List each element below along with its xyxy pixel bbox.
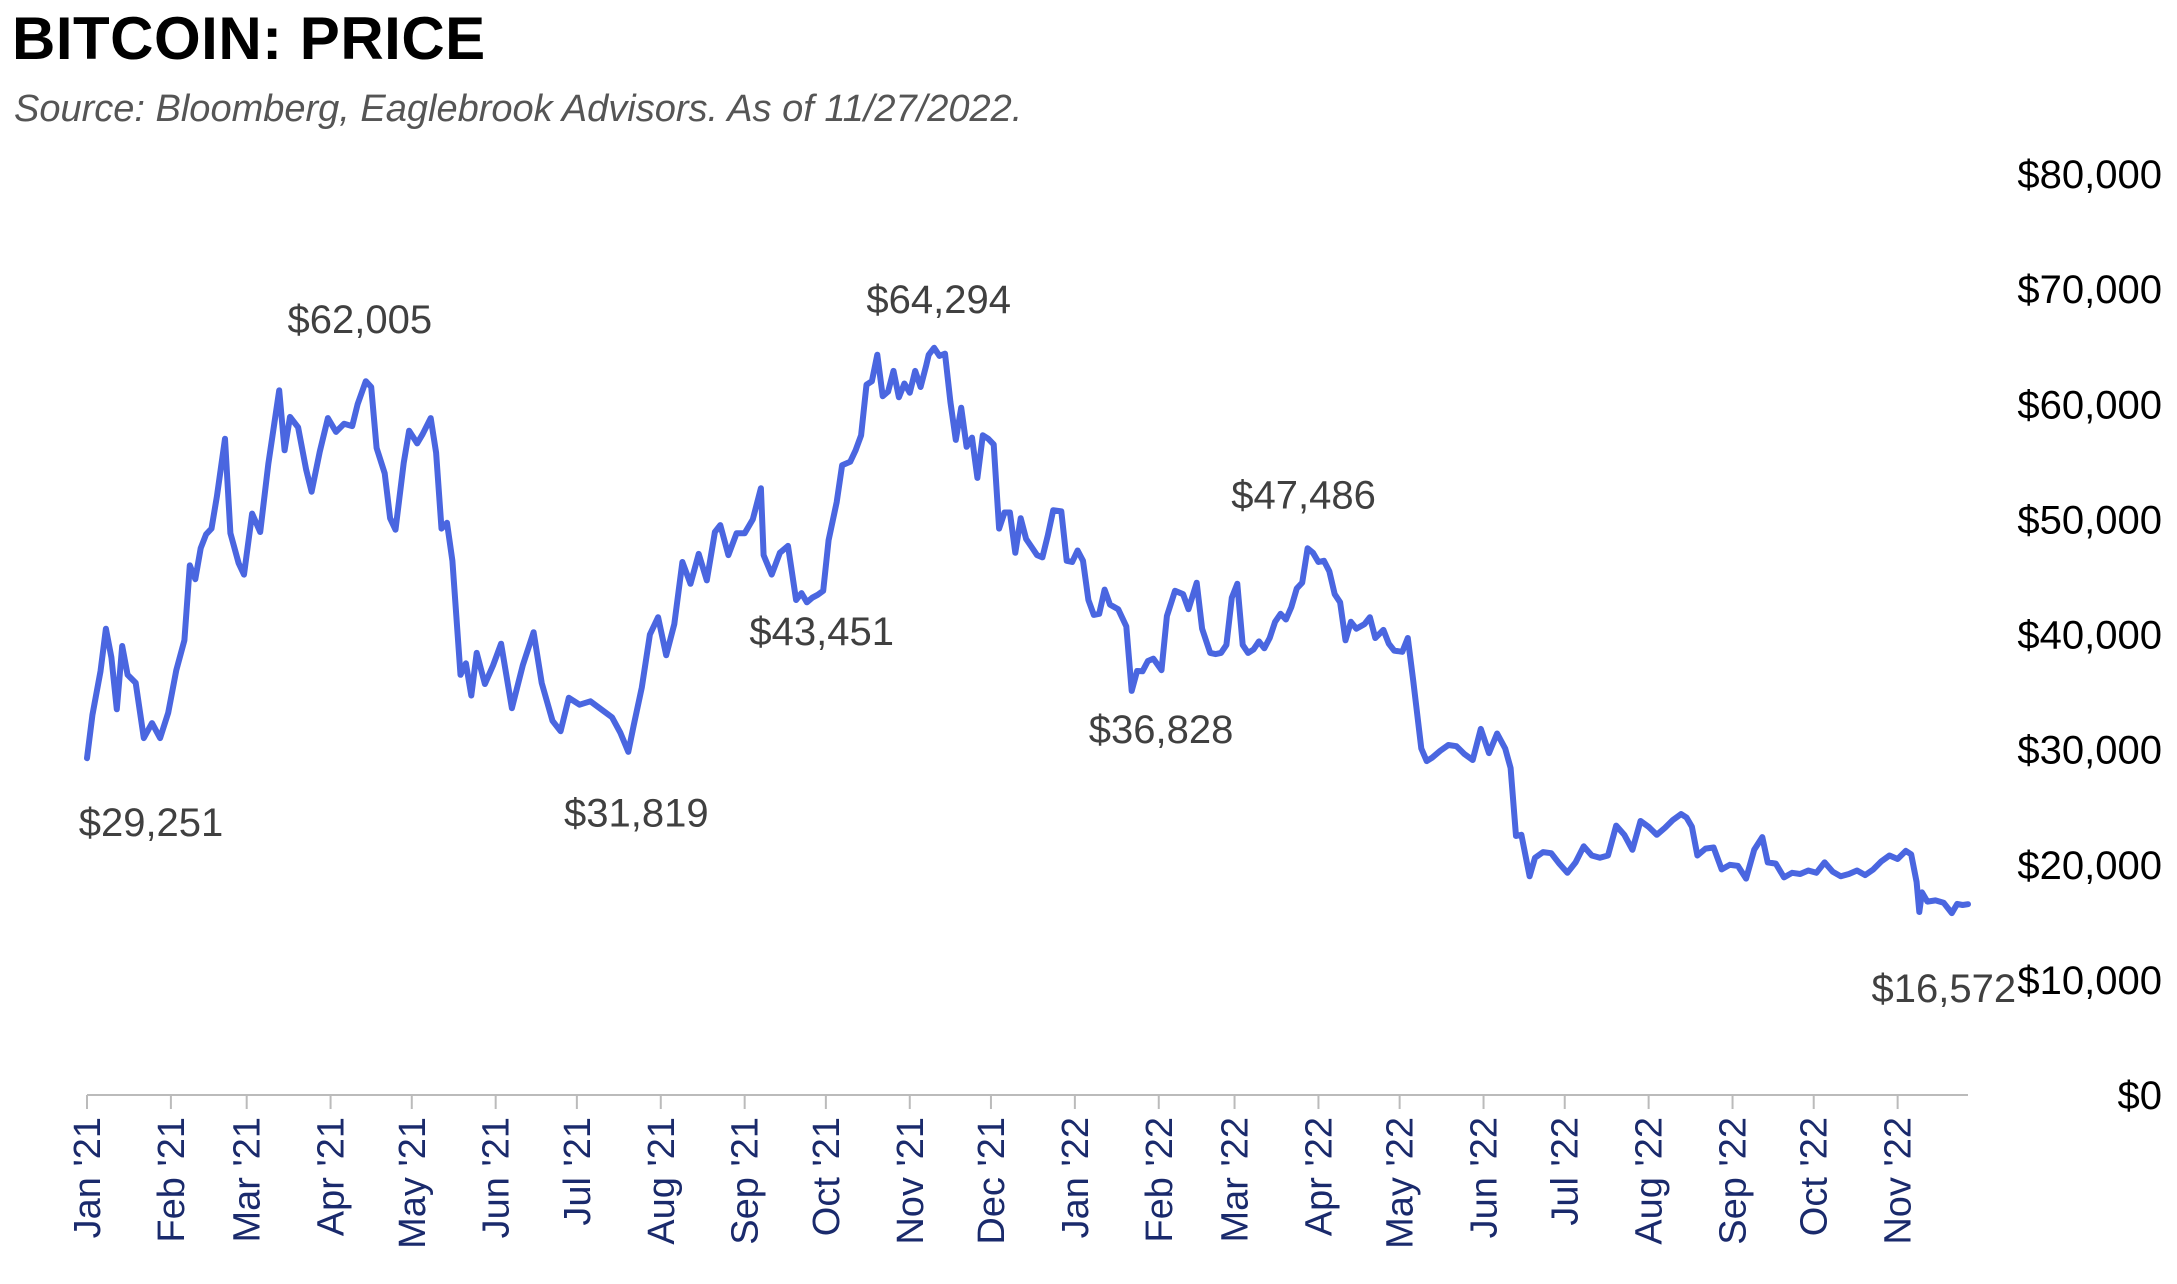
x-tick-label: Apr '22 [1298,1117,1340,1236]
annotation-label: $43,451 [749,610,894,654]
annotation-label: $31,819 [564,792,709,836]
plot-line-group [84,344,1971,917]
x-tick-label: Nov '22 [1878,1117,1920,1245]
x-tick-label: Feb '21 [151,1117,193,1243]
y-tick-label: $30,000 [2017,729,2162,773]
x-tick-label: Jan '22 [1055,1117,1097,1238]
x-tick-label: Aug '21 [641,1117,683,1245]
x-tick-label: Apr '21 [311,1117,353,1236]
plot-annotations: $29,251 $62,005 $31,819 $43,451 $64,294 $36,8… [79,278,2016,1011]
y-tick-label: $60,000 [2017,383,2162,427]
series-line-0 [84,344,1971,917]
x-tick-label: May '22 [1380,1117,1422,1249]
x-tick-label: Jul '22 [1545,1117,1587,1226]
y-tick-label: $40,000 [2017,614,2162,658]
x-tick-label: Mar '22 [1215,1117,1257,1243]
annotation-label: $16,572 [1872,967,2017,1011]
y-tick-label: $80,000 [2017,153,2162,197]
annotation-label: $62,005 [288,298,433,342]
x-tick-label: Jun '21 [476,1117,518,1238]
y-tick-label: $50,000 [2017,498,2162,542]
x-tick-label: Oct '21 [806,1117,848,1236]
x-tick-label: Jan '21 [67,1117,109,1238]
x-tick-label: Dec '21 [971,1117,1013,1245]
x-axis-ticks: Jan '21 Feb '21 Mar '21 Apr '21 May '21 Jun '… [67,1095,1920,1249]
chart-subtitle: Source: Bloomberg, Eaglebrook Advisors. … [14,88,1023,130]
x-tick-label: Nov '21 [890,1117,932,1245]
x-tick-label: Sep '21 [725,1117,767,1245]
annotation-label: $36,828 [1089,708,1234,752]
annotation-label: $47,486 [1231,473,1376,517]
x-tick-label: Jul '21 [557,1117,599,1226]
annotation-label: $64,294 [866,278,1011,322]
x-tick-label: May '21 [392,1117,434,1249]
y-tick-label: $70,000 [2017,268,2162,312]
y-tick-label: $10,000 [2017,959,2162,1003]
x-tick-label: Sep '22 [1713,1117,1755,1245]
y-tick-label: $20,000 [2017,844,2162,888]
x-tick-label: Aug '22 [1629,1117,1671,1245]
chart-title: BITCOIN: PRICE [12,5,486,72]
y-axis-ticks: $0 $10,000 $20,000 $30,000 $40,000 $50,000 $60… [2017,153,2162,1118]
x-tick-label: Oct '22 [1794,1117,1836,1236]
x-tick-label: Feb '22 [1139,1117,1181,1243]
y-tick-label: $0 [2118,1074,2163,1118]
annotation-label: $29,251 [79,801,224,845]
x-tick-label: Mar '21 [227,1117,269,1243]
x-tick-label: Jun '22 [1464,1117,1506,1238]
